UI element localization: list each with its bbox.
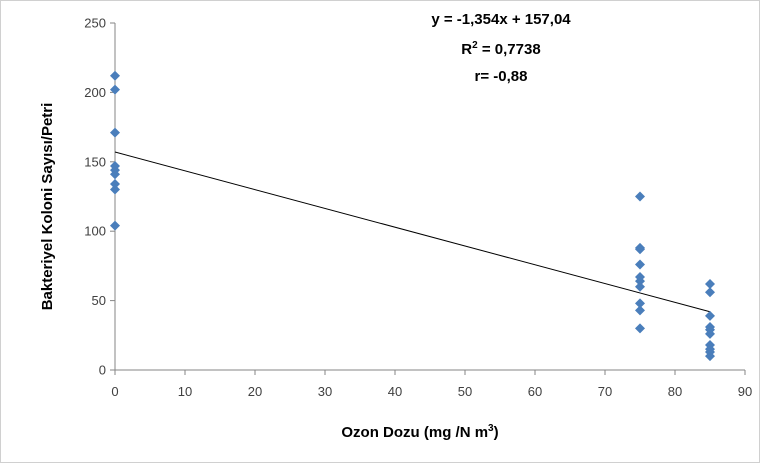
y-tick-label: 200 xyxy=(84,85,106,100)
data-point xyxy=(110,127,120,138)
axis-labels: Ozon Dozu (mg /N m3) Bakteriyel Koloni Sa… xyxy=(39,103,499,441)
data-point xyxy=(705,278,715,289)
x-tick-label: 30 xyxy=(318,384,332,399)
x-tick-label: 80 xyxy=(668,384,682,399)
data-point xyxy=(635,298,645,309)
y-tick-label: 100 xyxy=(84,224,106,239)
correlation-label: r= -0,88 xyxy=(475,68,528,85)
x-tick-label: 20 xyxy=(248,384,262,399)
data-point xyxy=(705,351,715,362)
x-tick-label: 90 xyxy=(738,384,752,399)
y-tick-label: 250 xyxy=(84,16,106,31)
x-tick-label: 10 xyxy=(178,384,192,399)
r-squared-label: R2 = 0,7738 xyxy=(461,40,540,58)
data-point xyxy=(635,305,645,316)
data-point xyxy=(635,281,645,292)
y-axis-title: Bakteriyel Koloni Sayısı/Petri xyxy=(39,103,56,311)
trendline-layer xyxy=(114,151,711,313)
y-tick-label: 50 xyxy=(92,293,106,308)
data-point xyxy=(110,169,120,180)
data-point xyxy=(110,84,120,95)
annotations: y = -1,354x + 157,04 R2 = 0,7738 r= -0,88 xyxy=(431,11,571,85)
data-points xyxy=(110,70,715,362)
x-tick-label: 50 xyxy=(458,384,472,399)
x-tick-label: 40 xyxy=(388,384,402,399)
data-point xyxy=(635,323,645,334)
x-axis-title: Ozon Dozu (mg /N m3) xyxy=(341,423,498,441)
data-point xyxy=(110,184,120,195)
data-point xyxy=(705,310,715,321)
data-point xyxy=(705,328,715,339)
data-point xyxy=(635,191,645,202)
data-point xyxy=(705,287,715,298)
data-point xyxy=(110,179,120,190)
data-point xyxy=(635,244,645,255)
x-tick-label: 60 xyxy=(528,384,542,399)
y-tick-label: 0 xyxy=(99,363,106,378)
equation-label: y = -1,354x + 157,04 xyxy=(431,11,571,28)
x-tick-label: 0 xyxy=(111,384,118,399)
data-point xyxy=(635,276,645,287)
x-tick-label: 70 xyxy=(598,384,612,399)
data-point xyxy=(635,259,645,270)
axes: 0 50 100 150 200 250 0 10 20 30 40 50 60 70 80 90 xyxy=(84,16,752,400)
data-point xyxy=(110,70,120,81)
y-tick-label: 150 xyxy=(84,154,106,169)
trendline xyxy=(114,151,711,313)
data-point xyxy=(110,220,120,231)
